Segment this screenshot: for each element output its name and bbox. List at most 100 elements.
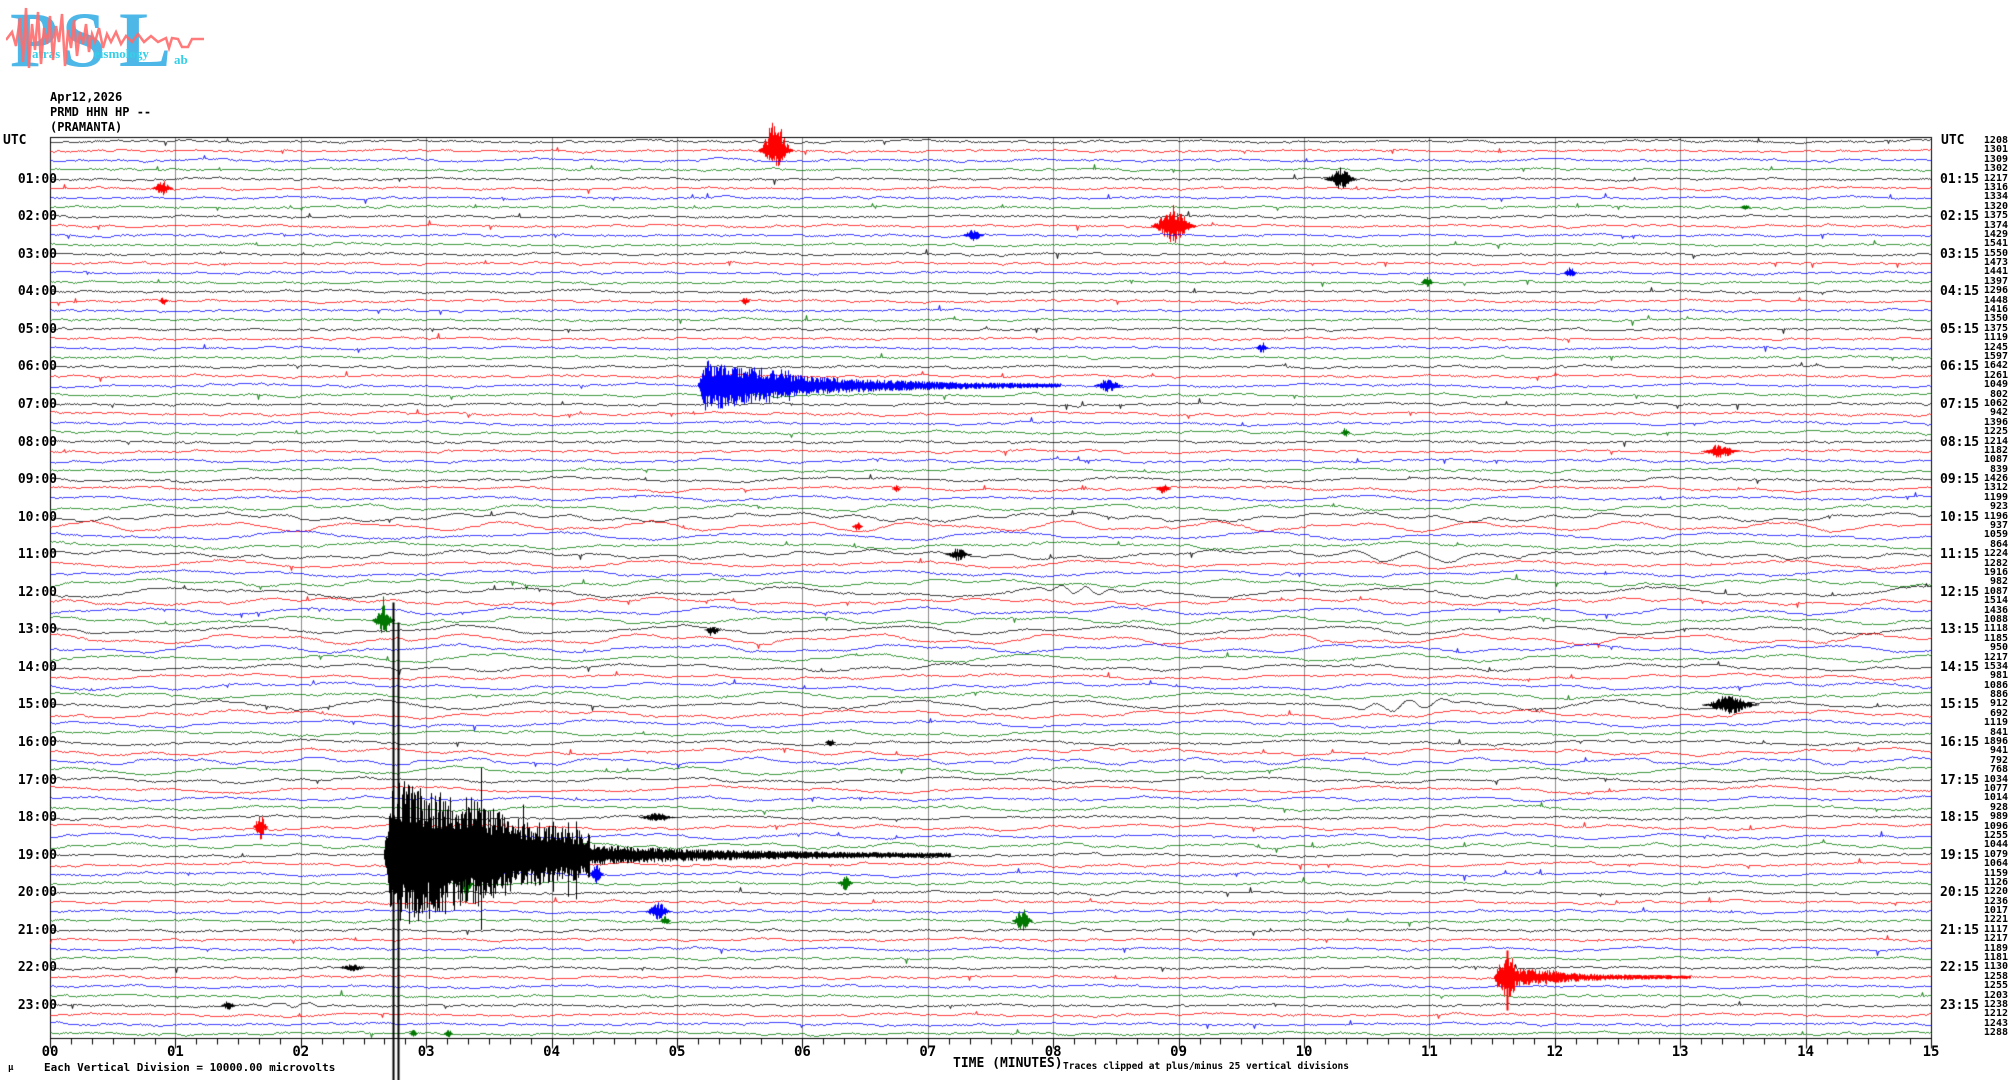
hour-label-right: 17:15: [1940, 773, 1980, 788]
row-amplitude-value: 1196: [1983, 511, 2008, 522]
row-amplitude-value: 1429: [1983, 229, 2008, 240]
row-amplitude-value: 1441: [1983, 266, 2008, 277]
row-amplitude-value: 1350: [1983, 313, 2008, 324]
row-amplitude-value: 1199: [1983, 492, 2008, 503]
hour-label-right: 04:15: [1940, 284, 1980, 299]
row-amplitude-value: 937: [1989, 520, 2008, 531]
hour-label-left: 18:00: [17, 810, 57, 825]
row-amplitude-value: 692: [1989, 708, 2008, 719]
row-amplitude-value: 1296: [1983, 285, 2008, 296]
row-amplitude-value: 1473: [1983, 257, 2008, 268]
hour-label-left: 03:00: [17, 247, 57, 262]
row-amplitude-value: 768: [1989, 764, 2008, 775]
row-amplitude-value: 1117: [1983, 924, 2008, 935]
hour-label-left: 16:00: [17, 735, 57, 750]
row-amplitude-value: 1077: [1983, 783, 2008, 794]
row-amplitude-value: 1375: [1983, 210, 2008, 221]
row-amplitude-value: 1220: [1983, 886, 2008, 897]
row-amplitude-value: 1118: [1983, 623, 2008, 634]
row-amplitude-value: 1320: [1983, 201, 2008, 212]
hour-label-right: 01:15: [1940, 172, 1980, 187]
row-amplitude-value: 1301: [1983, 144, 2008, 155]
row-amplitude-value: 1243: [1983, 1018, 2008, 1029]
row-amplitude-value: 1245: [1983, 342, 2008, 353]
minute-tick-label: 00: [41, 1044, 59, 1060]
footer-scale-note: Each Vertical Division = 10000.00 microv…: [44, 1061, 336, 1074]
row-amplitude-value: 1217: [1983, 652, 2008, 663]
row-amplitude-value: 1119: [1983, 717, 2008, 728]
hour-label-right: 23:15: [1940, 998, 1980, 1013]
hour-label-left: 04:00: [17, 284, 57, 299]
row-amplitude-value: 1126: [1983, 877, 2008, 888]
row-amplitude-value: 1316: [1983, 182, 2008, 193]
row-amplitude-value: 1375: [1983, 323, 2008, 334]
header-station-code: PRMD HHN HP --: [50, 105, 152, 119]
hour-label-left: 20:00: [17, 885, 57, 900]
row-amplitude-value: 1416: [1983, 304, 2008, 315]
row-amplitude-value: 1288: [1983, 1027, 2008, 1038]
logo-word-eismology: eismology: [94, 46, 149, 61]
row-amplitude-value: 1238: [1983, 999, 2008, 1010]
row-amplitude-value: 989: [1989, 811, 2008, 822]
row-amplitude-value: 1436: [1983, 605, 2008, 616]
row-amplitude-value: 950: [1989, 642, 2008, 653]
minute-tick-label: 09: [1170, 1044, 1188, 1060]
hour-label-right: 19:15: [1940, 848, 1980, 863]
logo-word-ab: ab: [174, 52, 188, 67]
minute-tick-label: 11: [1420, 1044, 1438, 1060]
row-amplitude-value: 1214: [1983, 436, 2008, 447]
row-amplitude-value: 941: [1989, 745, 2008, 756]
row-amplitude-value: 1079: [1983, 849, 2008, 860]
hour-label-left: 19:00: [17, 848, 57, 863]
row-amplitude-value: 1282: [1983, 558, 2008, 569]
minute-tick-label: 07: [919, 1044, 937, 1060]
hour-label-right: 02:15: [1940, 209, 1980, 224]
row-amplitude-value: 982: [1989, 576, 2008, 587]
utc-label-left: UTC: [3, 133, 27, 148]
minute-tick-label: 15: [1922, 1044, 1940, 1060]
row-amplitude-value: 1541: [1983, 238, 2008, 249]
header-station-name: (PRAMANTA): [50, 120, 123, 134]
hour-label-left: 21:00: [17, 923, 57, 938]
row-amplitude-value: 1086: [1983, 680, 2008, 691]
minute-tick-label: 10: [1295, 1044, 1313, 1060]
header-date: Apr12,2026: [50, 90, 123, 104]
row-amplitude-value: 1014: [1983, 792, 2008, 803]
hour-label-right: 21:15: [1940, 923, 1980, 938]
hour-label-right: 22:15: [1940, 960, 1980, 975]
row-amplitude-value: 886: [1989, 689, 2008, 700]
footer-mu-glyph: μ: [8, 1063, 14, 1073]
hour-label-left: 07:00: [17, 397, 57, 412]
row-amplitude-value: 802: [1989, 389, 2008, 400]
hour-label-left: 17:00: [17, 773, 57, 788]
row-amplitude-value: 1221: [1983, 914, 2008, 925]
hour-label-right: 05:15: [1940, 322, 1980, 337]
row-amplitude-value: 1181: [1983, 952, 2008, 963]
hour-label-left: 08:00: [17, 435, 57, 450]
hour-label-left: 02:00: [17, 209, 57, 224]
hour-label-left: 22:00: [17, 960, 57, 975]
row-amplitude-value: 1309: [1983, 154, 2008, 165]
row-amplitude-value: 1334: [1983, 191, 2008, 202]
row-amplitude-value: 1258: [1983, 971, 2008, 982]
row-amplitude-value: 1119: [1983, 332, 2008, 343]
row-amplitude-value: 928: [1989, 802, 2008, 813]
logo-seismic-trace-icon: [6, 7, 204, 69]
row-amplitude-value: 1159: [1983, 868, 2008, 879]
minute-tick-label: 03: [417, 1044, 435, 1060]
row-amplitude-value: 1255: [1983, 980, 2008, 991]
row-amplitude-value: 1224: [1983, 548, 2008, 559]
row-amplitude-value: 1448: [1983, 295, 2008, 306]
row-amplitude-value: 912: [1989, 698, 2008, 709]
row-amplitude-value: 1534: [1983, 661, 2008, 672]
row-amplitude-value: 1062: [1983, 398, 2008, 409]
row-amplitude-value: 1034: [1983, 774, 2008, 785]
row-amplitude-value: 1916: [1983, 567, 2008, 578]
minute-tick-label: 04: [543, 1044, 561, 1060]
hour-label-right: 13:15: [1940, 622, 1980, 637]
row-amplitude-value: 1096: [1983, 821, 2008, 832]
hour-label-right: 11:15: [1940, 547, 1980, 562]
hour-label-left: 10:00: [17, 510, 57, 525]
